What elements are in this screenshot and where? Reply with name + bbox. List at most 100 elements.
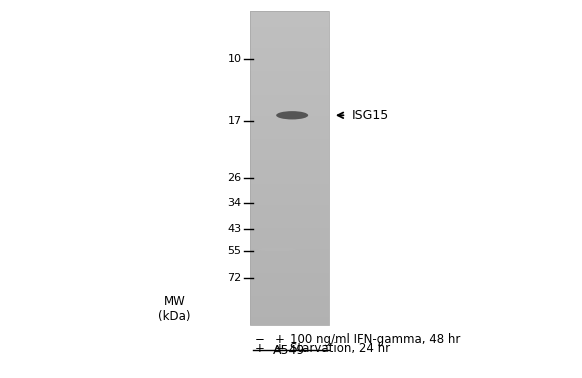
Bar xyxy=(250,210,329,213)
Bar xyxy=(250,100,329,103)
Text: −: − xyxy=(255,333,265,346)
Bar xyxy=(250,134,329,137)
Bar xyxy=(250,150,329,152)
Bar xyxy=(250,58,329,61)
Ellipse shape xyxy=(258,248,296,251)
Bar xyxy=(250,144,329,147)
Bar xyxy=(250,267,329,270)
Bar xyxy=(250,14,329,17)
Bar xyxy=(250,19,329,22)
Bar xyxy=(250,102,329,105)
Bar xyxy=(250,94,329,98)
Bar xyxy=(250,293,329,296)
Bar xyxy=(250,92,329,95)
Bar xyxy=(250,50,329,53)
Bar xyxy=(250,63,329,66)
Text: 100 ng/ml IFN-gamma, 48 hr: 100 ng/ml IFN-gamma, 48 hr xyxy=(290,333,460,346)
Bar xyxy=(250,288,329,291)
Bar xyxy=(250,257,329,260)
Bar xyxy=(250,97,329,100)
Bar xyxy=(250,29,329,32)
Bar xyxy=(250,40,329,43)
Bar xyxy=(250,105,329,108)
Bar xyxy=(250,147,329,150)
Bar xyxy=(250,53,329,56)
Bar xyxy=(250,160,329,163)
Ellipse shape xyxy=(276,111,308,119)
Bar xyxy=(250,304,329,307)
Bar xyxy=(250,283,329,286)
Bar xyxy=(250,223,329,226)
Bar xyxy=(250,116,329,119)
Bar xyxy=(250,34,329,37)
Bar xyxy=(250,170,329,174)
Bar xyxy=(250,136,329,139)
Bar xyxy=(250,11,329,14)
Text: 43: 43 xyxy=(228,224,242,234)
Bar xyxy=(250,207,329,210)
Text: 17: 17 xyxy=(228,116,242,126)
Bar xyxy=(250,204,329,208)
Bar xyxy=(250,314,329,317)
Bar xyxy=(250,176,329,179)
Bar xyxy=(250,163,329,166)
Bar xyxy=(250,84,329,87)
Text: A549: A549 xyxy=(273,344,306,357)
Bar xyxy=(250,183,329,186)
Bar xyxy=(250,24,329,27)
Bar xyxy=(250,225,329,228)
Bar xyxy=(250,121,329,124)
Bar xyxy=(250,317,329,320)
Bar xyxy=(250,26,329,29)
Bar xyxy=(250,155,329,158)
Bar xyxy=(250,239,329,242)
Bar xyxy=(250,113,329,116)
Bar xyxy=(250,277,329,280)
Bar xyxy=(250,131,329,134)
Bar xyxy=(250,202,329,205)
Bar xyxy=(250,307,329,309)
Bar xyxy=(250,181,329,184)
Bar xyxy=(250,189,329,192)
Bar xyxy=(250,251,329,254)
Bar xyxy=(250,123,329,126)
Bar xyxy=(250,262,329,265)
Bar xyxy=(250,275,329,278)
Bar xyxy=(250,110,329,113)
Text: 55: 55 xyxy=(228,246,242,256)
Bar xyxy=(250,118,329,121)
Bar xyxy=(250,42,329,45)
Bar xyxy=(250,301,329,304)
Bar xyxy=(250,197,329,200)
Bar xyxy=(250,165,329,168)
Bar xyxy=(250,126,329,129)
Bar xyxy=(250,56,329,59)
Bar xyxy=(250,45,329,48)
Bar xyxy=(250,291,329,294)
Text: MW
(kDa): MW (kDa) xyxy=(158,295,191,323)
Text: 10: 10 xyxy=(228,54,242,64)
Bar xyxy=(250,142,329,145)
Bar xyxy=(250,186,329,189)
Bar xyxy=(250,79,329,82)
Bar xyxy=(250,16,329,19)
Bar xyxy=(250,273,329,276)
Bar xyxy=(250,212,329,215)
Bar xyxy=(250,254,329,257)
Bar xyxy=(250,246,329,249)
Bar xyxy=(250,32,329,35)
Bar xyxy=(250,37,329,40)
Text: Starvation, 24 hr: Starvation, 24 hr xyxy=(290,342,390,355)
Bar xyxy=(250,259,329,262)
Bar xyxy=(250,76,329,79)
Bar xyxy=(250,194,329,197)
Bar xyxy=(250,60,329,64)
Bar xyxy=(250,270,329,273)
Bar xyxy=(250,90,329,92)
Bar xyxy=(250,311,329,314)
Bar xyxy=(250,173,329,176)
Bar xyxy=(250,152,329,155)
Bar xyxy=(250,285,329,288)
Bar xyxy=(250,139,329,142)
Text: ISG15: ISG15 xyxy=(352,109,389,122)
